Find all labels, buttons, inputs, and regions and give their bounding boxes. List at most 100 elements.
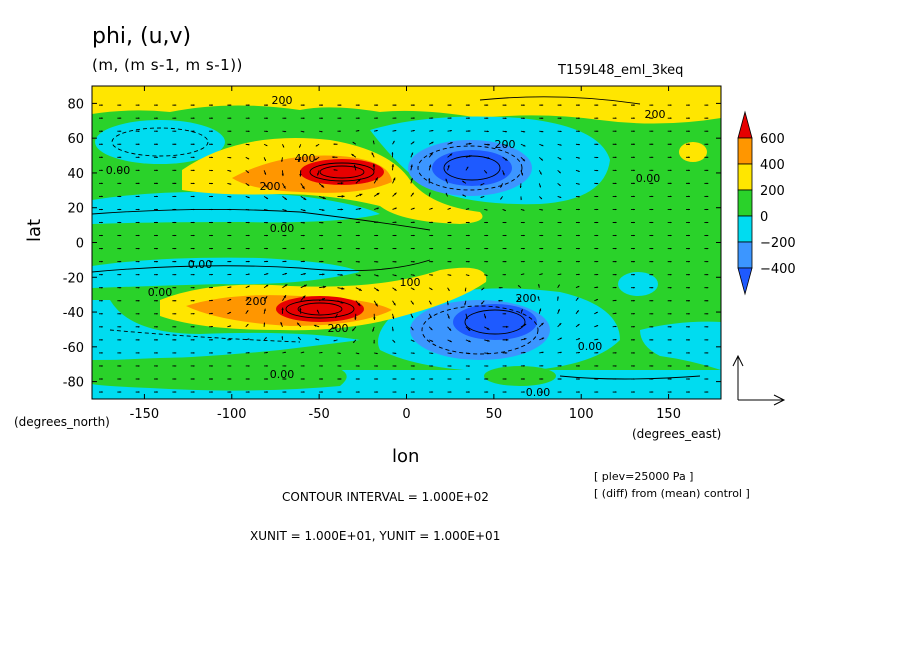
- wind-arrow: [154, 182, 158, 185]
- wind-arrow: [631, 247, 635, 250]
- y-axis-units: (degrees_north): [14, 415, 110, 429]
- wind-arrow: [649, 143, 654, 146]
- wind-arrow: [98, 208, 103, 211]
- wind-arrow: [300, 196, 307, 201]
- wind-arrow: [135, 273, 140, 276]
- wind-arrow: [704, 104, 709, 106]
- contour-label: 200: [495, 138, 516, 151]
- wind-arrow: [612, 156, 617, 159]
- wind-arrow: [410, 300, 414, 305]
- wind-arrow: [154, 195, 158, 198]
- wind-arrow: [263, 183, 268, 188]
- wind-arrow: [410, 378, 415, 380]
- wind-arrow: [318, 298, 326, 302]
- wind-arrow: [245, 273, 250, 276]
- wind-arrow: [704, 117, 709, 119]
- wind-arrow: [282, 130, 287, 133]
- wind-arrow: [352, 141, 357, 145]
- wind-arrow: [392, 140, 395, 145]
- wind-arrow: [517, 284, 522, 289]
- colorbar-label: 200: [760, 184, 785, 199]
- wind-arrow: [227, 286, 232, 289]
- wind-arrow: [313, 324, 320, 328]
- wind-arrow: [520, 337, 527, 341]
- wind-arrow: [520, 156, 526, 162]
- wind-arrow: [190, 273, 195, 276]
- wind-arrow: [337, 117, 342, 119]
- wind-arrow: [594, 195, 599, 198]
- wind-arrow: [392, 260, 397, 263]
- wind-arrow: [209, 286, 213, 289]
- wind-arrow: [557, 260, 562, 263]
- wind-arrow: [373, 339, 375, 344]
- wind-arrow: [245, 285, 250, 289]
- wind-arrow: [410, 287, 415, 291]
- wind-arrow: [98, 299, 103, 302]
- wind-arrow: [172, 339, 177, 341]
- wind-arrow: [190, 182, 195, 185]
- wind-arrow: [557, 322, 562, 328]
- wind-arrow: [319, 260, 324, 263]
- wind-arrow: [557, 156, 562, 160]
- wind-arrow: [300, 365, 305, 367]
- wind-arrow: [117, 104, 122, 106]
- wind-arrow: [429, 117, 434, 119]
- wind-arrow: [612, 130, 617, 132]
- wind-arrow: [227, 117, 232, 119]
- wind-arrow: [667, 352, 672, 354]
- wind-arrow: [337, 221, 342, 224]
- wind-arrow: [410, 247, 415, 250]
- wind-arrow: [337, 365, 342, 367]
- wind-arrow: [539, 273, 543, 276]
- wind-arrow: [135, 352, 140, 354]
- wind-arrow: [154, 260, 158, 263]
- wind-arrow: [374, 234, 379, 237]
- wind-arrow: [319, 391, 324, 393]
- wind-arrow: [575, 323, 580, 328]
- y-tick-label: -60: [63, 341, 84, 356]
- wind-arrow: [172, 130, 177, 132]
- wind-arrow: [704, 130, 709, 132]
- wind-arrow: [264, 260, 269, 263]
- wind-arrow: [594, 117, 599, 119]
- wind-arrow: [410, 152, 414, 158]
- wind-arrow: [594, 104, 599, 106]
- wind-arrow: [575, 104, 580, 106]
- wind-arrow: [667, 260, 672, 263]
- wind-arrow: [429, 234, 434, 237]
- wind-arrow: [465, 313, 468, 320]
- vector-units-note: XUNIT = 1.000E+01, YUNIT = 1.000E+01: [250, 529, 501, 543]
- diff-note: [ (diff) from (mean) control ]: [594, 487, 750, 500]
- wind-arrow: [575, 297, 579, 302]
- wind-arrow: [300, 391, 305, 393]
- wind-arrow: [465, 221, 470, 224]
- wind-arrow: [337, 273, 343, 277]
- wind-arrow: [245, 104, 250, 106]
- wind-arrow: [502, 104, 507, 106]
- wind-arrow: [575, 338, 581, 341]
- wind-arrow: [154, 313, 158, 315]
- wind-arrow: [282, 365, 287, 367]
- wind-arrow: [594, 311, 599, 315]
- wind-arrow: [351, 326, 357, 332]
- wind-arrow: [282, 234, 287, 237]
- wind-arrow: [264, 247, 268, 250]
- wind-arrow: [502, 378, 507, 380]
- wind-arrow: [447, 326, 452, 331]
- wind-vectors: [98, 104, 709, 393]
- wind-arrow: [337, 182, 344, 185]
- wind-arrow: [631, 326, 635, 328]
- wind-arrow: [484, 247, 489, 250]
- wind-arrow: [374, 129, 378, 132]
- wind-arrow: [209, 247, 213, 250]
- wind-arrow: [298, 144, 302, 148]
- wind-arrow: [355, 117, 360, 119]
- wind-arrow: [319, 365, 323, 367]
- wind-arrow: [649, 391, 654, 393]
- wind-arrow: [154, 352, 158, 354]
- wind-arrow: [316, 309, 320, 314]
- wind-arrow: [484, 130, 489, 133]
- wind-arrow: [245, 378, 250, 380]
- wind-arrow: [649, 326, 654, 328]
- wind-arrow: [686, 365, 690, 367]
